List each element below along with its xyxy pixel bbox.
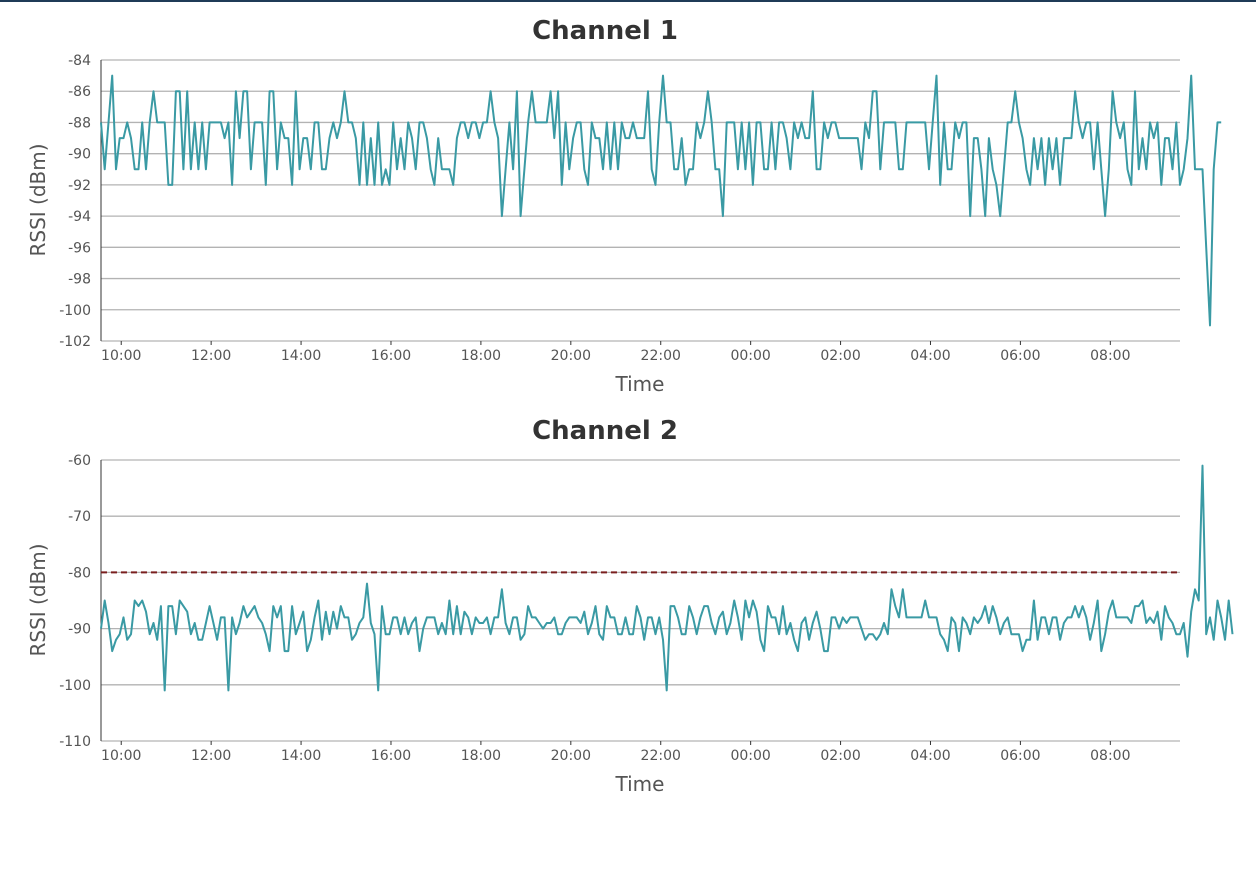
x-tick-label: 14:00 xyxy=(281,348,321,364)
y-tick-label: -92 xyxy=(68,178,91,194)
y-tick-label: -98 xyxy=(68,272,91,288)
y-tick-label: -70 xyxy=(68,509,91,525)
x-tick-label: 12:00 xyxy=(191,748,231,764)
chart-title: Channel 2 xyxy=(532,416,678,446)
x-tick-label: 00:00 xyxy=(730,748,770,764)
x-tick-label: 22:00 xyxy=(641,348,681,364)
y-tick-label: -90 xyxy=(68,622,91,638)
y-tick-label: -60 xyxy=(68,453,91,469)
y-tick-label: -80 xyxy=(68,565,91,581)
x-tick-label: 20:00 xyxy=(551,748,591,764)
y-tick-label: -84 xyxy=(68,53,91,69)
y-axis-label: RSSI (dBm) xyxy=(26,143,50,256)
y-axis-label: RSSI (dBm) xyxy=(26,543,50,656)
y-tick-label: -88 xyxy=(68,115,91,131)
x-tick-label: 18:00 xyxy=(461,748,501,764)
x-tick-label: 00:00 xyxy=(730,348,770,364)
x-axis-label: Time xyxy=(615,772,665,796)
x-tick-label: 02:00 xyxy=(820,348,860,364)
y-tick-label: -86 xyxy=(68,84,91,100)
chart-title: Channel 1 xyxy=(532,16,678,46)
y-tick-label: -94 xyxy=(68,209,91,225)
x-tick-label: 22:00 xyxy=(641,748,681,764)
y-tick-label: -110 xyxy=(59,734,91,750)
x-tick-label: 04:00 xyxy=(910,748,950,764)
channel-1-chart: Channel 1 Time RSSI (dBm) -84 -86 -88 -90 -9… xyxy=(26,16,1222,396)
x-tick-label: 06:00 xyxy=(1000,748,1040,764)
y-tick-label: -90 xyxy=(68,147,91,163)
x-tick-label: 18:00 xyxy=(461,348,501,364)
x-tick-label: 20:00 xyxy=(551,348,591,364)
x-tick-label: 14:00 xyxy=(281,748,321,764)
top-border xyxy=(0,0,1256,2)
series-line xyxy=(100,74,1222,327)
x-tick-label: 06:00 xyxy=(1000,348,1040,364)
x-tick-label: 16:00 xyxy=(371,748,411,764)
x-tick-label: 08:00 xyxy=(1090,348,1130,364)
y-tick-label: -100 xyxy=(59,303,91,319)
y-tick-label: -102 xyxy=(59,334,91,350)
y-tick-label: -96 xyxy=(68,240,91,256)
x-tick-label: 02:00 xyxy=(820,748,860,764)
series-line xyxy=(100,464,1234,692)
x-tick-label: 10:00 xyxy=(101,348,141,364)
x-tick-label: 12:00 xyxy=(191,348,231,364)
x-tick-label: 16:00 xyxy=(371,348,411,364)
channel-2-chart: Channel 2 Time RSSI (dBm) -60 -70 -80 -90 -1… xyxy=(26,416,1234,796)
x-tick-label: 08:00 xyxy=(1090,748,1130,764)
x-tick-label: 04:00 xyxy=(910,348,950,364)
y-tick-label: -100 xyxy=(59,678,91,694)
x-axis-label: Time xyxy=(615,372,665,396)
x-tick-label: 10:00 xyxy=(101,748,141,764)
